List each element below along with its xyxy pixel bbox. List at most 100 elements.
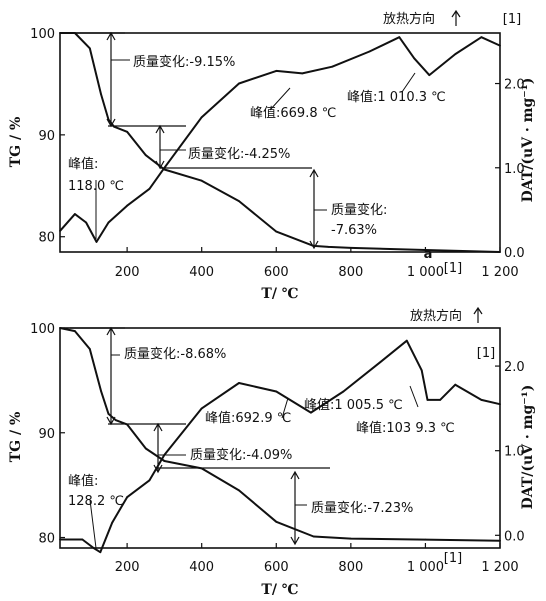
exotherm-direction-label: 放热方向 xyxy=(410,308,462,324)
tg-point xyxy=(499,539,501,542)
exotherm-direction-label: 放热方向 xyxy=(383,11,435,27)
panel-b: 200 400 600 800 1 000 1 20080901000.01.02.0T/… xyxy=(8,306,536,598)
x-tick-label: 200 xyxy=(115,560,140,575)
annotation-leader xyxy=(269,87,291,111)
annotation-label: 质量变化:-4.25% xyxy=(188,146,290,162)
curve-end-label: [1] xyxy=(444,261,462,276)
annotation-label: 峰值:1 005.5 ℃ xyxy=(304,397,403,413)
dat-point xyxy=(200,407,203,410)
x-tick-label: 600 xyxy=(264,265,289,280)
dat-point xyxy=(426,399,429,401)
tg-point xyxy=(144,154,147,157)
dat-point xyxy=(238,82,240,85)
tg-point xyxy=(327,246,330,248)
y-right-tick-label: 0.0 xyxy=(504,246,525,261)
tg-point xyxy=(312,535,315,538)
exotherm-arrow xyxy=(473,306,483,323)
tg-point xyxy=(275,520,278,523)
dat-curve xyxy=(60,339,501,554)
mass-change-arrow xyxy=(290,470,300,546)
dat-point xyxy=(107,221,110,224)
y-left-axis-title: TG / % xyxy=(8,117,24,168)
annotation-label: 质量变化:-4.09% xyxy=(190,447,292,463)
dat-point xyxy=(301,72,304,75)
y-right-tick-label: 0.0 xyxy=(504,529,525,544)
annotation-label: 质量变化:-7.23% xyxy=(311,500,413,516)
dat-point xyxy=(398,36,401,39)
plot-frame xyxy=(59,32,501,253)
tg-point xyxy=(238,200,240,203)
tg-curve xyxy=(59,327,501,542)
dat-point xyxy=(379,360,382,363)
y-right-tick-label: 1.0 xyxy=(504,445,525,460)
y-right-tick-label: 1.0 xyxy=(504,162,525,177)
y-left-tick-label: 90 xyxy=(38,129,55,144)
dat-point xyxy=(200,116,203,119)
dat-point xyxy=(480,36,483,39)
annotation-label: 118.0 ℃ xyxy=(68,179,124,194)
dat-point xyxy=(275,390,278,393)
tg-point xyxy=(163,460,166,462)
dat-point xyxy=(428,74,431,76)
y-left-tick-label: 100 xyxy=(30,322,55,337)
x-tick-label: 800 xyxy=(338,265,363,280)
tg-point xyxy=(59,32,61,34)
tg-point xyxy=(100,390,102,392)
annotation-label: 质量变化:-8.68% xyxy=(124,346,226,362)
curve-end-label: [1] xyxy=(503,12,521,27)
x-tick-label: 400 xyxy=(189,560,214,575)
dat-point xyxy=(342,390,345,393)
annotation-label: 峰值:669.8 ℃ xyxy=(250,105,336,121)
tg-point xyxy=(115,419,117,422)
dat-point xyxy=(454,53,457,55)
tg-point xyxy=(238,489,240,492)
tg-point xyxy=(59,327,61,329)
x-tick-label: 1 200 xyxy=(481,560,518,575)
tg-point xyxy=(349,537,352,540)
annotation-label: 峰值: xyxy=(68,473,98,489)
dat-point xyxy=(99,551,102,554)
y-left-tick-label: 90 xyxy=(38,427,55,442)
tg-point xyxy=(88,47,91,50)
dat-point xyxy=(85,221,87,224)
curve-end-label: [1] xyxy=(444,551,462,566)
tg-point xyxy=(144,447,147,450)
dat-point xyxy=(238,382,240,384)
curve-end-label: [1] xyxy=(477,346,495,361)
y-right-axis-title: DAT/(uV · mg⁻¹) xyxy=(520,385,536,510)
dat-point xyxy=(126,496,128,499)
dat-point xyxy=(275,70,278,72)
y-left-axis-title: TG / % xyxy=(8,412,24,463)
x-tick-label: 1 000 xyxy=(407,560,444,575)
tg-point xyxy=(74,330,76,332)
x-tick-label: 1 200 xyxy=(481,265,518,280)
dat-point xyxy=(148,187,151,190)
annotation-label: 峰值:1 010.3 ℃ xyxy=(347,89,446,105)
x-tick-label: 600 xyxy=(264,560,289,575)
tg-point xyxy=(200,179,203,182)
x-tick-label: 200 xyxy=(115,265,140,280)
dat-point xyxy=(331,65,334,68)
y-right-tick-label: 2.0 xyxy=(504,78,525,93)
dat-point xyxy=(111,521,114,524)
mass-change-arrow xyxy=(106,326,116,426)
y-right-tick-label: 2.0 xyxy=(504,360,525,375)
y-left-tick-label: 80 xyxy=(38,231,55,246)
mass-change-arrow xyxy=(153,422,163,474)
annotation-label: -7.63% xyxy=(331,223,377,238)
panel-label: a xyxy=(424,247,433,262)
mass-change-arrow xyxy=(309,168,319,250)
annotation-label: 128.2 ℃ xyxy=(68,494,124,509)
mass-change-arrow xyxy=(106,31,116,128)
annotation-label: 质量变化: xyxy=(331,202,387,218)
x-tick-label: 1 000 xyxy=(407,265,444,280)
mass-change-arrow xyxy=(155,124,165,170)
y-left-tick-label: 100 xyxy=(30,27,55,42)
tg-curve xyxy=(60,32,501,253)
tg-point xyxy=(107,413,110,415)
dat-point xyxy=(499,44,501,47)
annotation-label: 峰值:103 9.3 ℃ xyxy=(356,420,455,436)
panel-a: 200 400 600 800 1 000 1 20080901000.01.02.0T/… xyxy=(8,9,536,302)
annotation-label: 质量变化:-9.15% xyxy=(133,54,235,70)
